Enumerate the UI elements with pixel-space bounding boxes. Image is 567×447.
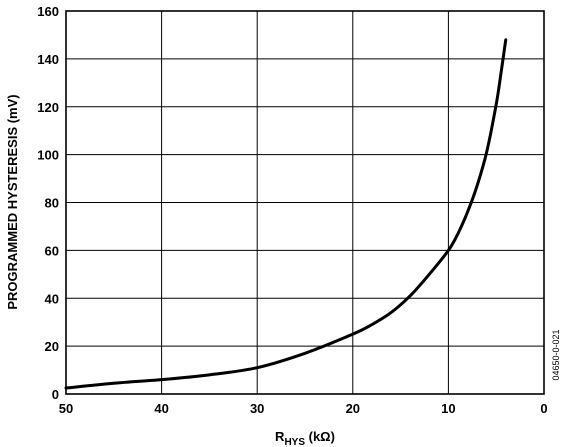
y-tick-label: 40	[45, 291, 59, 306]
x-tick-label: 30	[250, 401, 264, 416]
y-tick-label: 20	[45, 339, 59, 354]
y-tick-label: 0	[52, 387, 59, 402]
y-tick-labels: 0 20 40 60 80 100 120 140 160	[37, 4, 59, 402]
plot-frame	[65, 10, 545, 395]
y-tick-label: 100	[37, 148, 59, 163]
x-tick-label: 10	[441, 401, 455, 416]
x-tick-label: 20	[346, 401, 360, 416]
y-tick-label: 60	[45, 243, 59, 258]
x-axis-title-subscript: HYS	[284, 437, 305, 447]
x-axis-title-main: R	[275, 429, 285, 444]
x-axis-title: RHYS (kΩ)	[275, 429, 335, 447]
hysteresis-curve	[64, 38, 508, 390]
figure-code: 04650-0-021	[551, 329, 561, 380]
x-tick-label: 40	[154, 401, 168, 416]
x-tick-label: 0	[540, 401, 547, 416]
y-tick-label: 160	[37, 4, 59, 19]
y-tick-label: 120	[37, 100, 59, 115]
x-tick-label: 50	[59, 401, 73, 416]
y-axis-title: PROGRAMMED HYSTERESIS (mV)	[5, 94, 20, 309]
y-tick-label: 140	[37, 52, 59, 67]
y-tick-label: 80	[45, 196, 59, 211]
x-tick-labels: 50 40 30 20 10 0	[59, 401, 548, 416]
x-axis-title-unit: (kΩ)	[305, 429, 335, 444]
